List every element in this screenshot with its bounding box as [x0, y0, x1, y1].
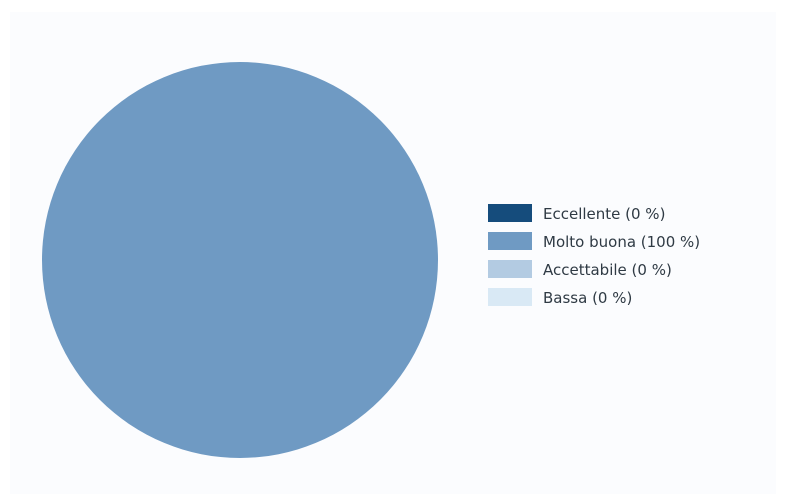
legend-label-molto-buona: Molto buona (100 %) [543, 233, 700, 251]
legend-swatch-bassa [488, 288, 532, 306]
legend-label-bassa: Bassa (0 %) [543, 289, 632, 307]
pie-slices [42, 62, 438, 458]
pie-slice-molto-buona [42, 62, 438, 458]
legend-swatch-eccellente [488, 204, 532, 222]
legend-label-accettabile: Accettabile (0 %) [543, 261, 672, 279]
legend-swatch-accettabile [488, 260, 532, 278]
chart-legend: Eccellente (0 %) Molto buona (100 %) Acc… [488, 204, 700, 307]
legend-swatch-molto-buona [488, 232, 532, 250]
legend-label-eccellente: Eccellente (0 %) [543, 205, 665, 223]
